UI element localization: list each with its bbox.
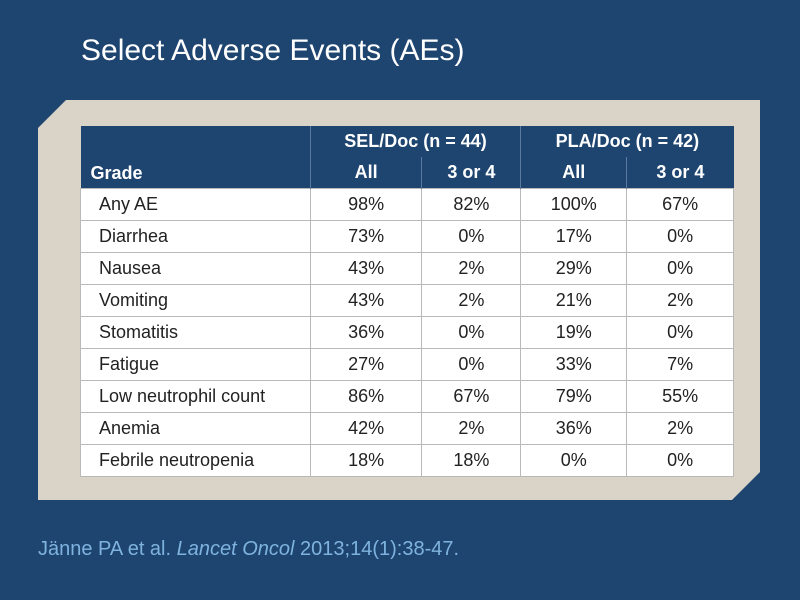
- table-cell: 0%: [421, 316, 522, 349]
- table-cell: 0%: [520, 444, 628, 477]
- table-cell: 18%: [309, 444, 423, 477]
- row-label: Nausea: [80, 252, 311, 285]
- table-cell: 0%: [421, 348, 522, 381]
- sub-header-pla-all: All: [520, 157, 627, 189]
- citation-authors: Jänne PA et al.: [38, 538, 172, 560]
- row-label: Stomatitis: [80, 316, 311, 349]
- table-cell: 0%: [626, 220, 734, 253]
- table-row: Stomatitis 36% 0% 19% 0%: [80, 316, 734, 349]
- row-label: Anemia: [80, 412, 311, 445]
- row-label: Fatigue: [80, 348, 311, 381]
- table-cell: 0%: [421, 220, 522, 253]
- table-cell: 100%: [520, 188, 628, 221]
- table-cell: 98%: [309, 188, 423, 221]
- row-label: Diarrhea: [80, 220, 311, 253]
- citation-ref: 2013;14(1):38-47.: [300, 538, 460, 560]
- row-label: Febrile neutropenia: [80, 444, 311, 477]
- table-row: Low neutrophil count 86% 67% 79% 55%: [80, 380, 734, 413]
- table-cell: 67%: [421, 380, 522, 413]
- table-cell: 7%: [626, 348, 734, 381]
- table-cell: 29%: [520, 252, 628, 285]
- table-cell: 36%: [309, 316, 423, 349]
- group-header-sel-doc: SEL/Doc (n = 44): [309, 126, 521, 157]
- group-header-pla-doc: PLA/Doc (n = 42): [520, 126, 734, 157]
- table-cell: 73%: [309, 220, 423, 253]
- citation: Jänne PA et al. Lancet Oncol 2013;14(1):…: [38, 538, 459, 561]
- table-cell: 27%: [309, 348, 423, 381]
- row-label: Any AE: [80, 188, 311, 221]
- table-cell: 86%: [309, 380, 423, 413]
- table-row: Febrile neutropenia 18% 18% 0% 0%: [80, 444, 734, 477]
- group-header-row: Grade SEL/Doc (n = 44) PLA/Doc (n = 42): [80, 126, 734, 189]
- table-row: Nausea 43% 2% 29% 0%: [80, 252, 734, 285]
- sub-header-sel-grade34: 3 or 4: [421, 157, 521, 189]
- table-cell: 2%: [626, 412, 734, 445]
- grade-header: Grade: [80, 126, 311, 189]
- table-cell: 43%: [309, 252, 423, 285]
- adverse-events-table: Grade SEL/Doc (n = 44) PLA/Doc (n = 42) …: [80, 126, 734, 477]
- table-cell: 21%: [520, 284, 628, 317]
- sub-header-pla-grade34: 3 or 4: [626, 157, 734, 189]
- table-cell: 0%: [626, 444, 734, 477]
- table-cell: 17%: [520, 220, 628, 253]
- table-row: Anemia 42% 2% 36% 2%: [80, 412, 734, 445]
- table-cell: 2%: [421, 284, 522, 317]
- row-label: Vomiting: [80, 284, 311, 317]
- table-cell: 0%: [626, 316, 734, 349]
- table-cell: 18%: [421, 444, 522, 477]
- sub-header-row: All 3 or 4 All 3 or 4: [81, 157, 734, 189]
- table-row: Any AE 98% 82% 100% 67%: [80, 188, 734, 221]
- table-row: Vomiting 43% 2% 21% 2%: [80, 284, 734, 317]
- slide-title: Select Adverse Events (AEs): [81, 34, 465, 67]
- table-cell: 2%: [421, 412, 522, 445]
- table-cell: 55%: [626, 380, 734, 413]
- table-row: Diarrhea 73% 0% 17% 0%: [80, 220, 734, 253]
- table-cell: 67%: [626, 188, 734, 221]
- citation-journal: Lancet Oncol: [176, 538, 295, 560]
- table-cell: 2%: [421, 252, 522, 285]
- table-cell: 2%: [626, 284, 734, 317]
- row-label: Low neutrophil count: [80, 380, 311, 413]
- table-cell: 33%: [520, 348, 628, 381]
- table-row: Fatigue 27% 0% 33% 7%: [80, 348, 734, 381]
- table-cell: 42%: [309, 412, 423, 445]
- table-cell: 19%: [520, 316, 628, 349]
- table-body: Any AE 98% 82% 100% 67% Diarrhea 73% 0% 17% 0% Nau…: [80, 188, 734, 477]
- table-cell: 79%: [520, 380, 628, 413]
- table-cell: 36%: [520, 412, 628, 445]
- table-cell: 43%: [309, 284, 423, 317]
- table-cell: 82%: [421, 188, 522, 221]
- table-cell: 0%: [626, 252, 734, 285]
- sub-header-sel-all: All: [309, 157, 422, 189]
